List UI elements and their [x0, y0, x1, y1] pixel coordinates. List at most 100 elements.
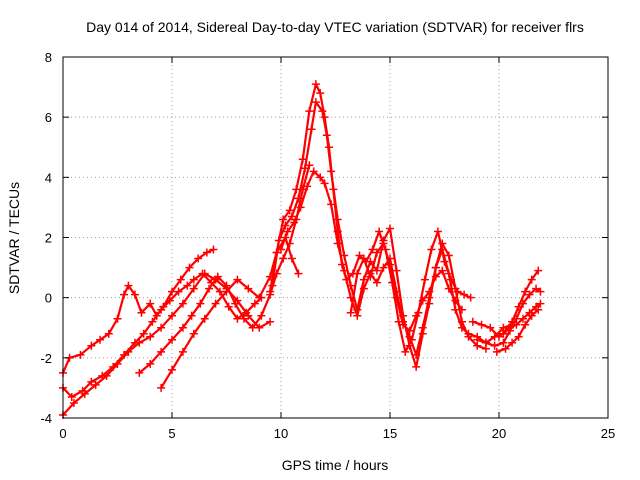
data-point-marker: [290, 218, 299, 227]
data-point-marker: [495, 332, 503, 341]
data-point-marker: [102, 371, 111, 380]
y-tick-label: -2: [40, 351, 52, 366]
data-point-marker: [536, 287, 545, 296]
data-point-marker: [464, 329, 473, 338]
data-point-marker: [473, 335, 482, 344]
data-point-marker: [359, 254, 368, 263]
data-point-marker: [340, 266, 349, 275]
data-point-marker: [209, 245, 218, 254]
data-point-marker: [233, 275, 242, 284]
data-point-marker: [311, 98, 320, 107]
data-point-marker: [120, 290, 129, 299]
data-point-marker: [518, 314, 527, 323]
data-point-marker: [292, 185, 301, 194]
data-point-marker: [165, 296, 174, 305]
data-point-marker: [281, 221, 290, 230]
data-point-marker: [307, 125, 316, 134]
data-point-marker: [239, 314, 248, 323]
data-point-marker: [248, 323, 257, 332]
x-tick-label: 5: [168, 426, 175, 441]
data-point-marker: [427, 245, 436, 254]
data-point-marker: [499, 338, 508, 347]
data-point-marker: [244, 311, 253, 320]
data-point-marker: [466, 293, 475, 302]
data-point-marker: [146, 332, 155, 341]
data-point-marker: [444, 284, 453, 293]
data-point-marker: [148, 317, 157, 326]
data-point-marker: [268, 281, 277, 290]
data-point-marker: [501, 344, 510, 353]
data-point-marker: [372, 266, 381, 275]
series-line-track-3: [62, 272, 271, 416]
y-tick-label: 4: [45, 170, 52, 185]
data-point-marker: [444, 251, 453, 260]
y-tick-label: 6: [45, 110, 52, 125]
data-point-marker: [353, 311, 362, 320]
data-point-marker: [113, 359, 122, 368]
data-point-marker: [296, 203, 305, 212]
data-point-marker: [512, 320, 521, 329]
data-point-marker: [490, 341, 499, 350]
x-tick-label: 15: [383, 426, 397, 441]
data-point-marker: [303, 182, 312, 191]
data-point-marker: [168, 335, 176, 344]
data-point-marker: [444, 269, 453, 278]
data-point-marker: [255, 293, 264, 302]
data-point-marker: [327, 167, 336, 176]
data-point-marker: [536, 299, 545, 308]
data-point-marker: [425, 287, 434, 296]
data-point-marker: [311, 80, 320, 89]
data-point-marker: [420, 275, 429, 284]
data-point-marker: [433, 227, 442, 236]
chart-title: Day 014 of 2014, Sidereal Day-to-day VTE…: [86, 19, 584, 35]
data-point-marker: [392, 293, 401, 302]
data-point-marker: [514, 332, 523, 341]
data-point-marker: [468, 317, 477, 326]
data-point-marker: [178, 299, 187, 308]
data-point-marker: [257, 311, 266, 320]
data-point-marker: [353, 269, 362, 278]
y-tick-label: 0: [45, 291, 52, 306]
data-point-marker: [368, 245, 377, 254]
data-point-marker: [185, 263, 194, 272]
data-point-marker: [477, 320, 486, 329]
data-point-marker: [431, 263, 440, 272]
data-point-marker: [174, 287, 183, 296]
data-point-marker: [224, 302, 233, 311]
data-point-marker: [527, 275, 536, 284]
data-point-marker: [359, 284, 368, 293]
y-tick-label: 2: [45, 231, 52, 246]
data-point-marker: [283, 227, 292, 236]
data-point-marker: [279, 254, 288, 263]
data-point-marker: [412, 311, 421, 320]
data-point-marker: [333, 215, 342, 224]
data-point-marker: [178, 347, 187, 356]
data-point-marker: [366, 272, 375, 281]
data-point-marker: [372, 278, 381, 287]
data-point-marker: [266, 317, 275, 326]
data-point-marker: [250, 299, 259, 308]
data-point-marker: [279, 215, 288, 224]
data-point-marker: [399, 320, 408, 329]
data-point-marker: [300, 164, 309, 173]
series-line-track-2: [62, 272, 263, 398]
data-point-marker: [87, 341, 96, 350]
data-point-marker: [412, 350, 421, 359]
data-point-marker: [200, 314, 209, 323]
data-point-marker: [305, 161, 314, 170]
data-point-marker: [113, 314, 122, 323]
data-point-marker: [372, 248, 381, 257]
series-line-track-5: [160, 236, 300, 389]
data-point-marker: [412, 362, 421, 371]
data-point-marker: [525, 308, 534, 317]
data-point-marker: [189, 275, 198, 284]
grid: [63, 57, 608, 418]
x-tick-label: 25: [601, 426, 615, 441]
data-point-marker: [91, 380, 100, 389]
data-point-marker: [87, 377, 96, 386]
data-point-marker: [130, 290, 139, 299]
data-point-marker: [438, 266, 447, 275]
data-point-marker: [285, 206, 294, 215]
series-line-track-10: [472, 269, 540, 338]
